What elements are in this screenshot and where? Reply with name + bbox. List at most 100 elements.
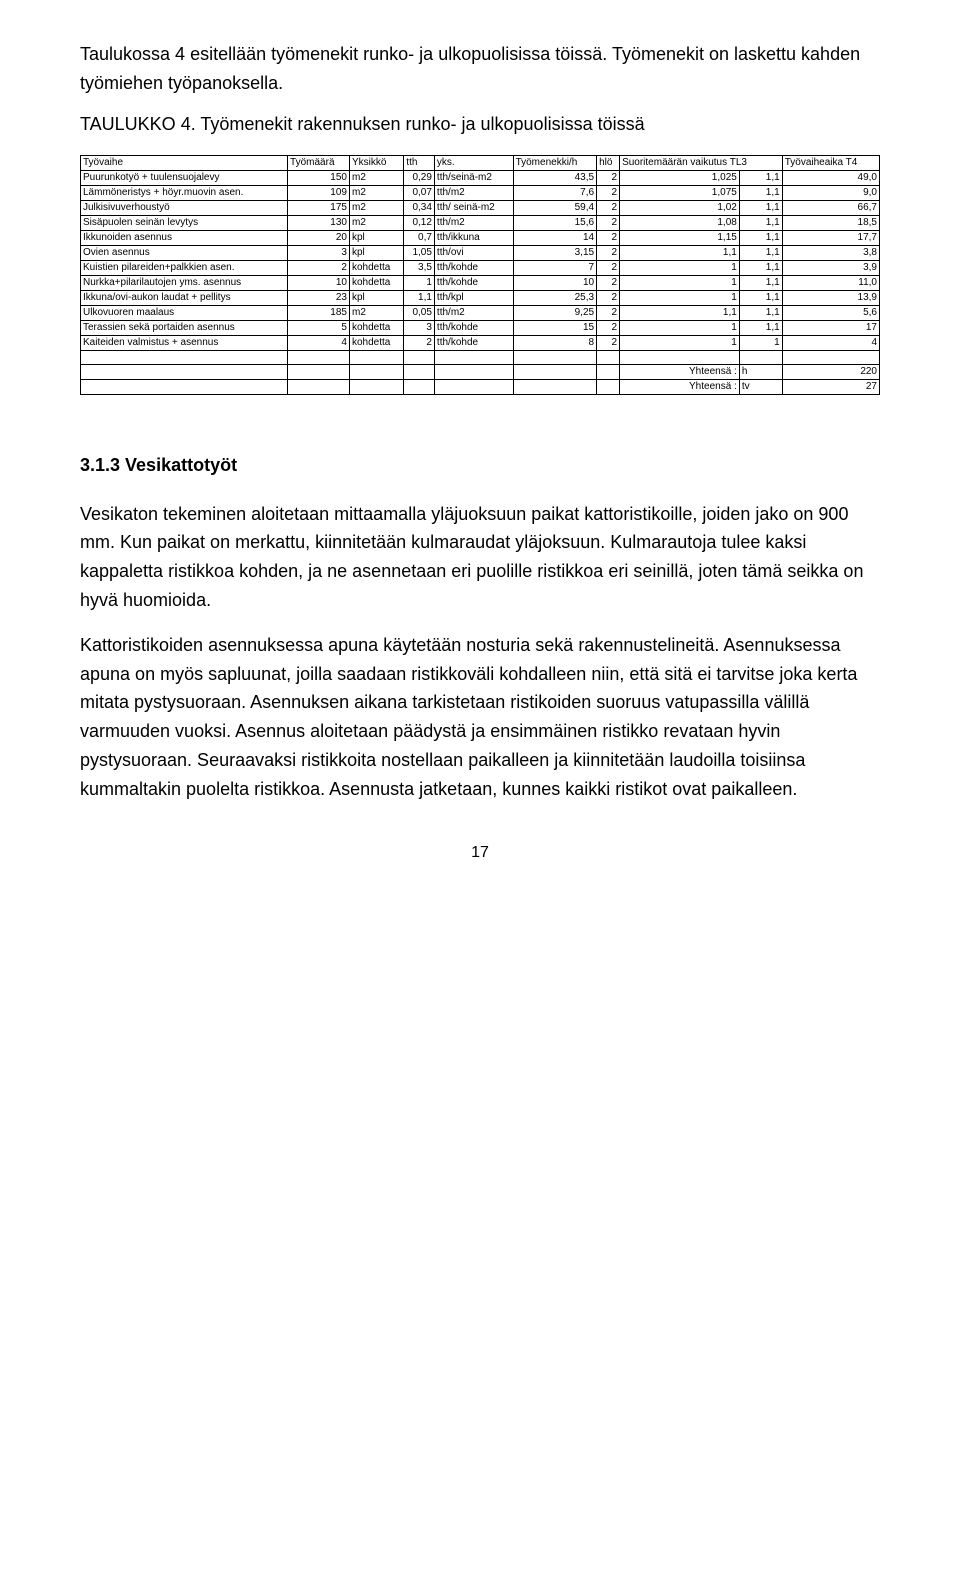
table-row: Ulkovuoren maalaus185m20,05tth/m29,2521,… bbox=[81, 305, 880, 320]
table-cell: Lämmöneristys + höyr.muovin asen. bbox=[81, 185, 288, 200]
table-cell: 3,9 bbox=[782, 260, 879, 275]
table-cell: Ovien asennus bbox=[81, 245, 288, 260]
table-cell: 1,05 bbox=[404, 245, 435, 260]
table-cell: kpl bbox=[349, 290, 403, 305]
table-cell: 2 bbox=[288, 260, 350, 275]
table-summary-row: Yhteensä :tv27 bbox=[81, 379, 880, 394]
table-cell: 2 bbox=[404, 335, 435, 350]
table-cell: tth/seinä-m2 bbox=[434, 170, 513, 185]
intro-paragraph: Taulukossa 4 esitellään työmenekit runko… bbox=[80, 40, 880, 98]
table-cell: 175 bbox=[288, 200, 350, 215]
table-cell: 185 bbox=[288, 305, 350, 320]
table-cell: 1,1 bbox=[739, 275, 782, 290]
table-cell: tth/ seinä-m2 bbox=[434, 200, 513, 215]
table-summary-row: Yhteensä :h220 bbox=[81, 364, 880, 379]
table-cell: 15,6 bbox=[513, 215, 597, 230]
table-row: Julkisivuverhoustyö175m20,34tth/ seinä-m… bbox=[81, 200, 880, 215]
table-cell: 9,25 bbox=[513, 305, 597, 320]
table-cell: Terassien sekä portaiden asennus bbox=[81, 320, 288, 335]
table-cell: kpl bbox=[349, 230, 403, 245]
table-cell bbox=[81, 350, 288, 364]
table-cell: 1,1 bbox=[739, 320, 782, 335]
table-cell: tth/kohde bbox=[434, 320, 513, 335]
table-cell: 11,0 bbox=[782, 275, 879, 290]
table-cell: 1,1 bbox=[620, 305, 740, 320]
table-cell: kpl bbox=[349, 245, 403, 260]
table-cell bbox=[620, 350, 740, 364]
table-cell bbox=[349, 350, 403, 364]
table-cell: kohdetta bbox=[349, 320, 403, 335]
table-cell: 2 bbox=[597, 215, 620, 230]
table-cell: 3,8 bbox=[782, 245, 879, 260]
work-table: Työvaihe Työmäärä Yksikkö tth yks. Työme… bbox=[80, 155, 880, 395]
page-number: 17 bbox=[80, 844, 880, 862]
table-cell: 3 bbox=[404, 320, 435, 335]
table-cell: 8 bbox=[513, 335, 597, 350]
table-cell: 1,1 bbox=[739, 305, 782, 320]
body-paragraph: Kattoristikoiden asennuksessa apuna käyt… bbox=[80, 631, 880, 804]
table-cell: m2 bbox=[349, 185, 403, 200]
table-row: Puurunkotyö + tuulensuojalevy150m20,29tt… bbox=[81, 170, 880, 185]
table-cell: m2 bbox=[349, 215, 403, 230]
table-cell: tth/kpl bbox=[434, 290, 513, 305]
table-cell: 1,1 bbox=[739, 290, 782, 305]
table-cell: 1 bbox=[620, 320, 740, 335]
table-cell: 1 bbox=[620, 275, 740, 290]
table-cell: 1,075 bbox=[620, 185, 740, 200]
table-header: hlö bbox=[597, 155, 620, 170]
table-cell bbox=[434, 364, 513, 379]
table-cell: m2 bbox=[349, 170, 403, 185]
table-cell: 1,025 bbox=[620, 170, 740, 185]
table-cell: 109 bbox=[288, 185, 350, 200]
table-cell: Ulkovuoren maalaus bbox=[81, 305, 288, 320]
table-cell: 1 bbox=[404, 275, 435, 290]
table-header-row: Työvaihe Työmäärä Yksikkö tth yks. Työme… bbox=[81, 155, 880, 170]
table-header: yks. bbox=[434, 155, 513, 170]
body-paragraph: Vesikaton tekeminen aloitetaan mittaamal… bbox=[80, 500, 880, 615]
table-cell: 20 bbox=[288, 230, 350, 245]
table-cell: Nurkka+pilarilautojen yms. asennus bbox=[81, 275, 288, 290]
table-cell bbox=[288, 350, 350, 364]
summary-value: 220 bbox=[782, 364, 879, 379]
table-cell: 43,5 bbox=[513, 170, 597, 185]
table-body: Puurunkotyö + tuulensuojalevy150m20,29tt… bbox=[81, 170, 880, 394]
table-cell: tth/kohde bbox=[434, 260, 513, 275]
table-cell bbox=[513, 379, 597, 394]
table-cell: 7,6 bbox=[513, 185, 597, 200]
table-cell: 0,29 bbox=[404, 170, 435, 185]
table-cell: 0,34 bbox=[404, 200, 435, 215]
table-cell bbox=[288, 379, 350, 394]
table-cell: kohdetta bbox=[349, 260, 403, 275]
summary-label: Yhteensä : bbox=[620, 364, 740, 379]
table-cell: Ikkunoiden asennus bbox=[81, 230, 288, 245]
table-cell bbox=[434, 350, 513, 364]
table-header: tth bbox=[404, 155, 435, 170]
section-heading: 3.1.3 Vesikattotyöt bbox=[80, 455, 880, 476]
table-cell bbox=[349, 379, 403, 394]
table-header: Työvaihe bbox=[81, 155, 288, 170]
table-cell bbox=[513, 364, 597, 379]
table-cell: Kuistien pilareiden+palkkien asen. bbox=[81, 260, 288, 275]
table-cell bbox=[404, 350, 435, 364]
table-cell: 1,1 bbox=[739, 170, 782, 185]
table-cell bbox=[434, 379, 513, 394]
table-cell: 1 bbox=[620, 335, 740, 350]
table-cell: 2 bbox=[597, 245, 620, 260]
table-cell bbox=[349, 364, 403, 379]
table-cell: 1 bbox=[620, 290, 740, 305]
table-cell: 1,02 bbox=[620, 200, 740, 215]
table-cell: 10 bbox=[288, 275, 350, 290]
table-cell: 3,5 bbox=[404, 260, 435, 275]
summary-value: 27 bbox=[782, 379, 879, 394]
table-cell: 1,1 bbox=[620, 245, 740, 260]
table-cell: 1 bbox=[620, 260, 740, 275]
table-cell: 1 bbox=[739, 335, 782, 350]
table-cell bbox=[288, 364, 350, 379]
table-cell bbox=[782, 350, 879, 364]
table-cell: 3,15 bbox=[513, 245, 597, 260]
table-cell: 2 bbox=[597, 290, 620, 305]
table-header: Työvaiheaika T4 bbox=[782, 155, 879, 170]
table-cell: 1,08 bbox=[620, 215, 740, 230]
table-cell: 7 bbox=[513, 260, 597, 275]
table-cell: 1,1 bbox=[739, 260, 782, 275]
